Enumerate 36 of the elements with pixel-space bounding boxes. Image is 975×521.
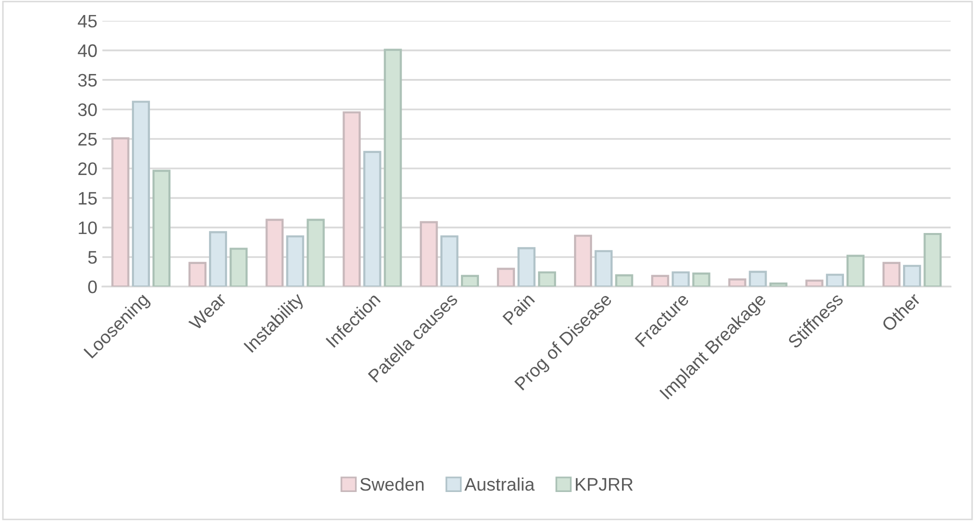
bar <box>440 235 458 287</box>
bar <box>651 274 670 287</box>
y-tick-label: 25 <box>78 132 97 146</box>
x-tick-label: Pain <box>502 292 536 326</box>
bar <box>672 271 690 287</box>
y-tick-label: 5 <box>88 251 97 264</box>
y-tick-label: 15 <box>78 192 97 205</box>
bar <box>882 262 901 287</box>
bar <box>188 262 206 287</box>
legend-label: Sweden <box>360 478 424 491</box>
bar <box>728 278 746 287</box>
bar <box>517 247 536 287</box>
bar <box>363 150 382 287</box>
y-tick-label: 30 <box>78 103 97 116</box>
bar <box>286 235 304 287</box>
bar <box>111 137 130 287</box>
bar <box>903 264 922 287</box>
bar <box>826 274 844 287</box>
bar <box>342 111 361 287</box>
y-tick-label: 40 <box>78 44 97 58</box>
y-tick-label: 35 <box>78 74 97 87</box>
bar <box>132 100 150 287</box>
y-tick-label: 10 <box>78 221 97 234</box>
y-tick-label: 20 <box>78 162 97 176</box>
legend-label: Australia <box>464 478 535 491</box>
bar <box>209 231 228 287</box>
bar <box>805 280 824 287</box>
legend-label: KPJRR <box>576 478 633 491</box>
bar <box>420 221 438 287</box>
y-tick-label: 0 <box>88 280 97 294</box>
bar <box>748 270 767 287</box>
bar <box>574 234 592 287</box>
y-tick-label: 45 <box>78 14 97 28</box>
bar <box>496 268 515 287</box>
bar <box>266 218 284 287</box>
bar <box>594 250 613 287</box>
